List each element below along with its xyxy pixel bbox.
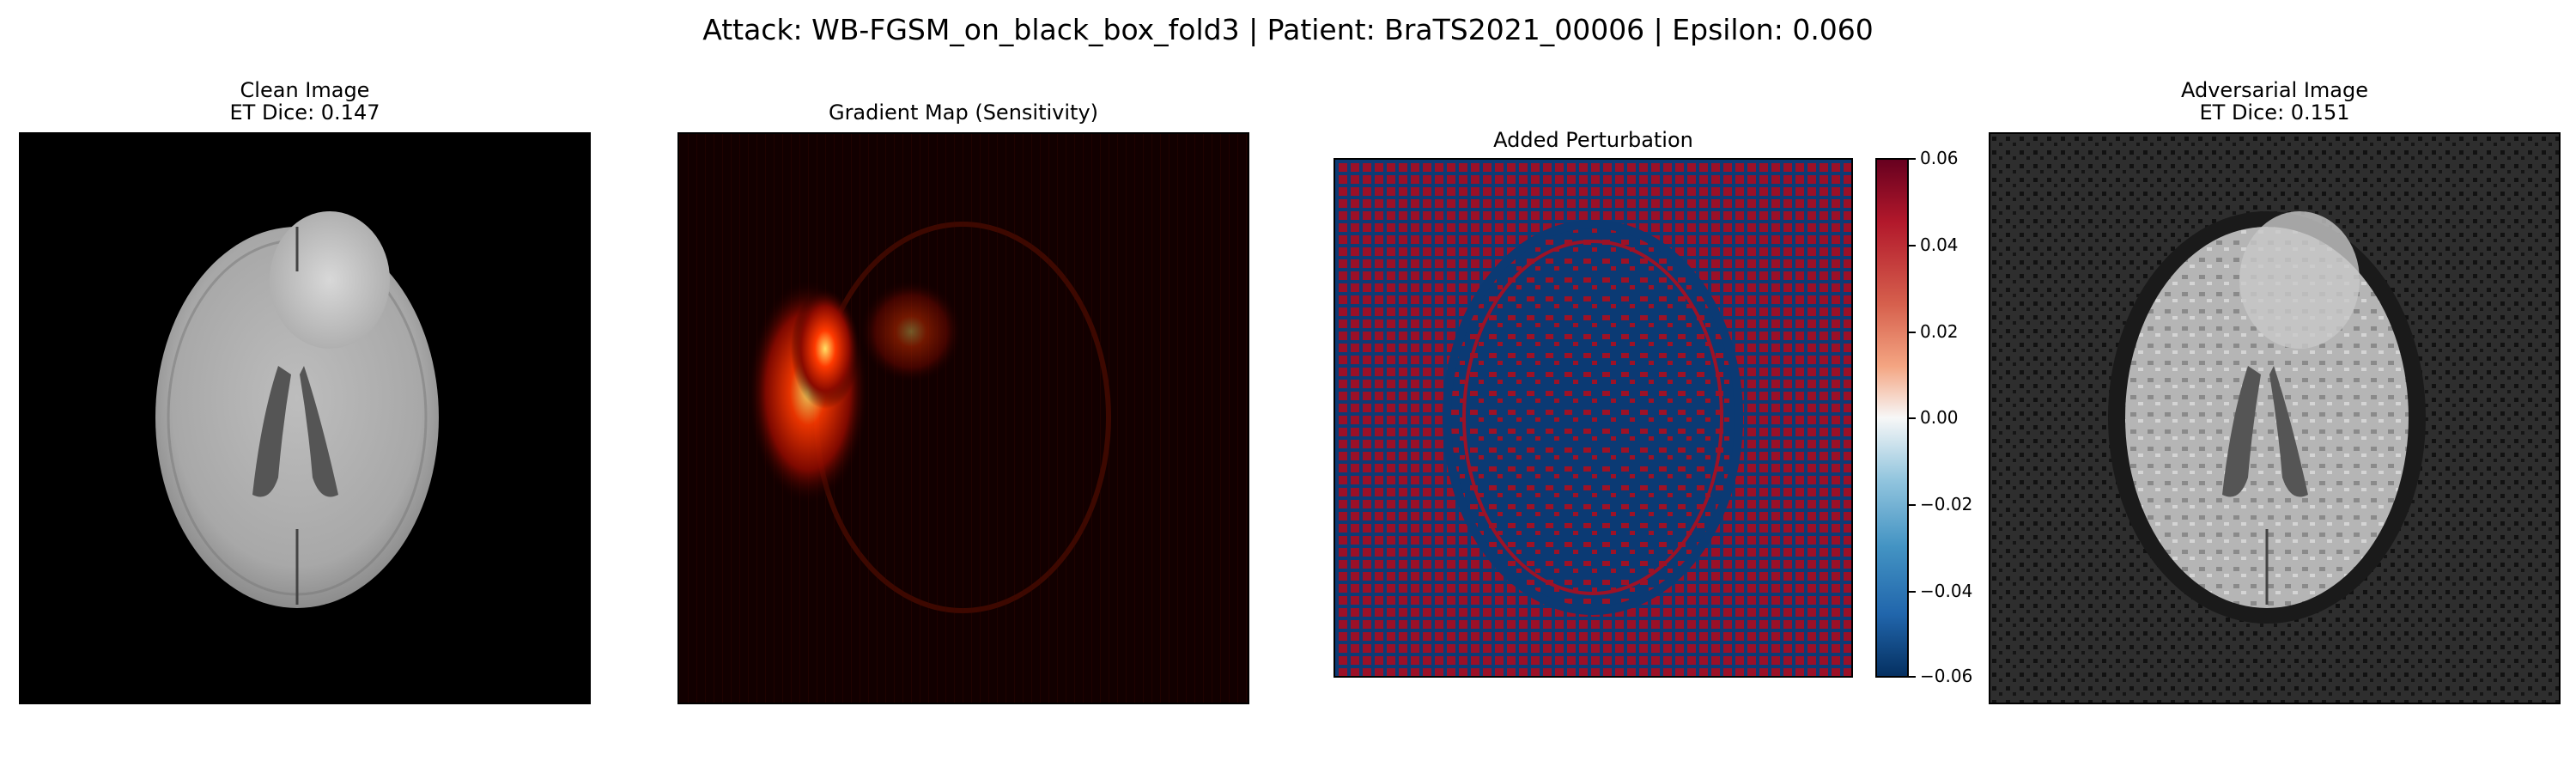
colorbar-tick: 0.02: [1920, 321, 1959, 342]
gradient-map-title-line1: Gradient Map (Sensitivity): [828, 100, 1099, 125]
gradient-map-image: [677, 132, 1249, 704]
clean-image: [19, 132, 591, 704]
adversarial-image: [1989, 132, 2561, 704]
colorbar-tick: 0.00: [1920, 407, 1959, 428]
adversarial-image-title-line1: Adversarial Image: [2181, 78, 2368, 102]
adversarial-image-title: Adversarial Image ET Dice: 0.151: [1989, 79, 2561, 124]
colorbar-tick: 0.04: [1920, 234, 1959, 255]
colorbar-tick: 0.06: [1920, 148, 1959, 168]
clean-image-dice: ET Dice: 0.147: [229, 100, 380, 125]
colorbar-tick: −0.02: [1920, 494, 1973, 514]
adversarial-image-dice: ET Dice: 0.151: [2199, 100, 2350, 125]
gradient-map-title: Gradient Map (Sensitivity): [677, 101, 1249, 124]
figure-title: Attack: WB-FGSM_on_black_box_fold3 | Pat…: [702, 13, 1874, 46]
clean-image-title-line1: Clean Image: [240, 78, 370, 102]
perturbation-image: [1334, 158, 1853, 678]
perturbation-title-line1: Added Perturbation: [1493, 128, 1693, 152]
colorbar-tick: −0.04: [1920, 581, 1973, 601]
perturbation-title: Added Perturbation: [1334, 129, 1853, 151]
clean-image-title: Clean Image ET Dice: 0.147: [19, 79, 591, 124]
colorbar: [1875, 158, 1909, 678]
colorbar-tick: −0.06: [1920, 666, 1973, 686]
